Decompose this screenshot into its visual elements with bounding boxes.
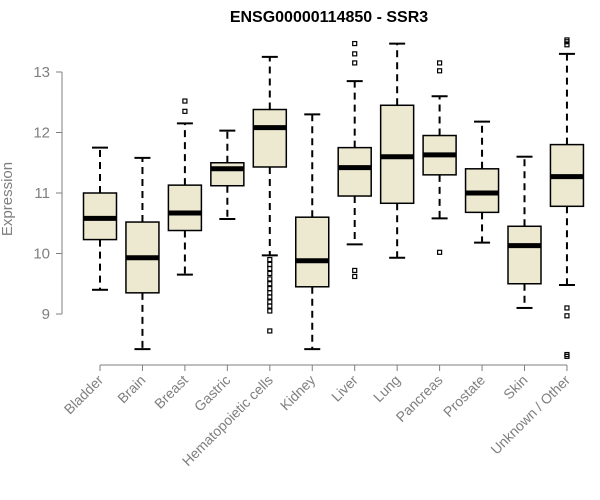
x-tick-label: Bladder (61, 372, 107, 418)
outlier-point (267, 299, 273, 305)
box-breast (167, 98, 203, 276)
y-tick-label: 12 (33, 125, 50, 142)
box-pancreas (422, 60, 457, 255)
x-tick-label: Pancreas (393, 372, 446, 425)
outlier-point (564, 313, 570, 319)
box-lung (379, 42, 415, 259)
outlier-point (267, 276, 273, 282)
y-axis-label: Expression (0, 162, 16, 236)
x-tick-label: Brain (114, 372, 148, 406)
x-tick-label: Skin (500, 372, 531, 403)
outlier-point (267, 308, 273, 314)
outlier-point (267, 270, 273, 277)
chart-title: ENSG00000114850 - SSR3 (230, 9, 428, 26)
outlier-point (267, 328, 273, 334)
box-bladder (82, 146, 118, 291)
outlier-point (267, 285, 273, 292)
outlier-point (182, 98, 188, 104)
outlier-point (352, 273, 358, 280)
x-tick-label: Breast (151, 372, 191, 412)
iqr-box (337, 146, 372, 197)
outlier-point (267, 256, 273, 263)
outlier-point (267, 261, 273, 267)
outlier-point (352, 51, 358, 57)
iqr-box (167, 184, 203, 232)
outlier-point (267, 303, 273, 309)
box-prostate (464, 120, 500, 244)
outlier-point (564, 305, 570, 311)
plot-area (82, 37, 585, 359)
outlier-point (437, 68, 443, 74)
outlier-point (352, 60, 358, 66)
y-tick-label: 11 (34, 185, 50, 202)
box-kidney (295, 113, 330, 351)
x-tick-label: Prostate (440, 372, 488, 420)
outlier-point (182, 108, 188, 114)
outlier-point (267, 290, 273, 296)
outlier-point (564, 353, 570, 359)
iqr-box (252, 108, 288, 168)
outlier-point (267, 266, 273, 272)
box-unknown-other (549, 37, 585, 359)
x-tick-label: Lung (370, 372, 403, 405)
y-axis: 9 10 11 12 13 (33, 64, 63, 323)
outlier-point (267, 281, 273, 287)
box-gastric (210, 129, 245, 221)
box-hematopoietic-cells (252, 55, 288, 334)
outlier-point (352, 267, 358, 274)
iqr-box (507, 225, 542, 285)
box-brain (125, 156, 160, 351)
y-tick-label: 13 (33, 64, 50, 81)
y-tick-label: 9 (42, 306, 50, 323)
outlier-point (564, 42, 570, 48)
outlier-point (437, 60, 443, 66)
x-tick-label: Kidney (277, 372, 319, 414)
y-tick-label: 10 (33, 246, 50, 263)
outlier-point (437, 249, 443, 255)
box-skin (507, 155, 542, 309)
iqr-box (295, 216, 330, 288)
outlier-point (564, 37, 570, 43)
box-liver (337, 40, 372, 280)
outlier-point (267, 294, 273, 300)
iqr-box (210, 162, 245, 187)
x-tick-label: Unknown / Other (487, 372, 573, 458)
outlier-point (352, 40, 358, 47)
x-tick-label: Liver (328, 372, 361, 405)
